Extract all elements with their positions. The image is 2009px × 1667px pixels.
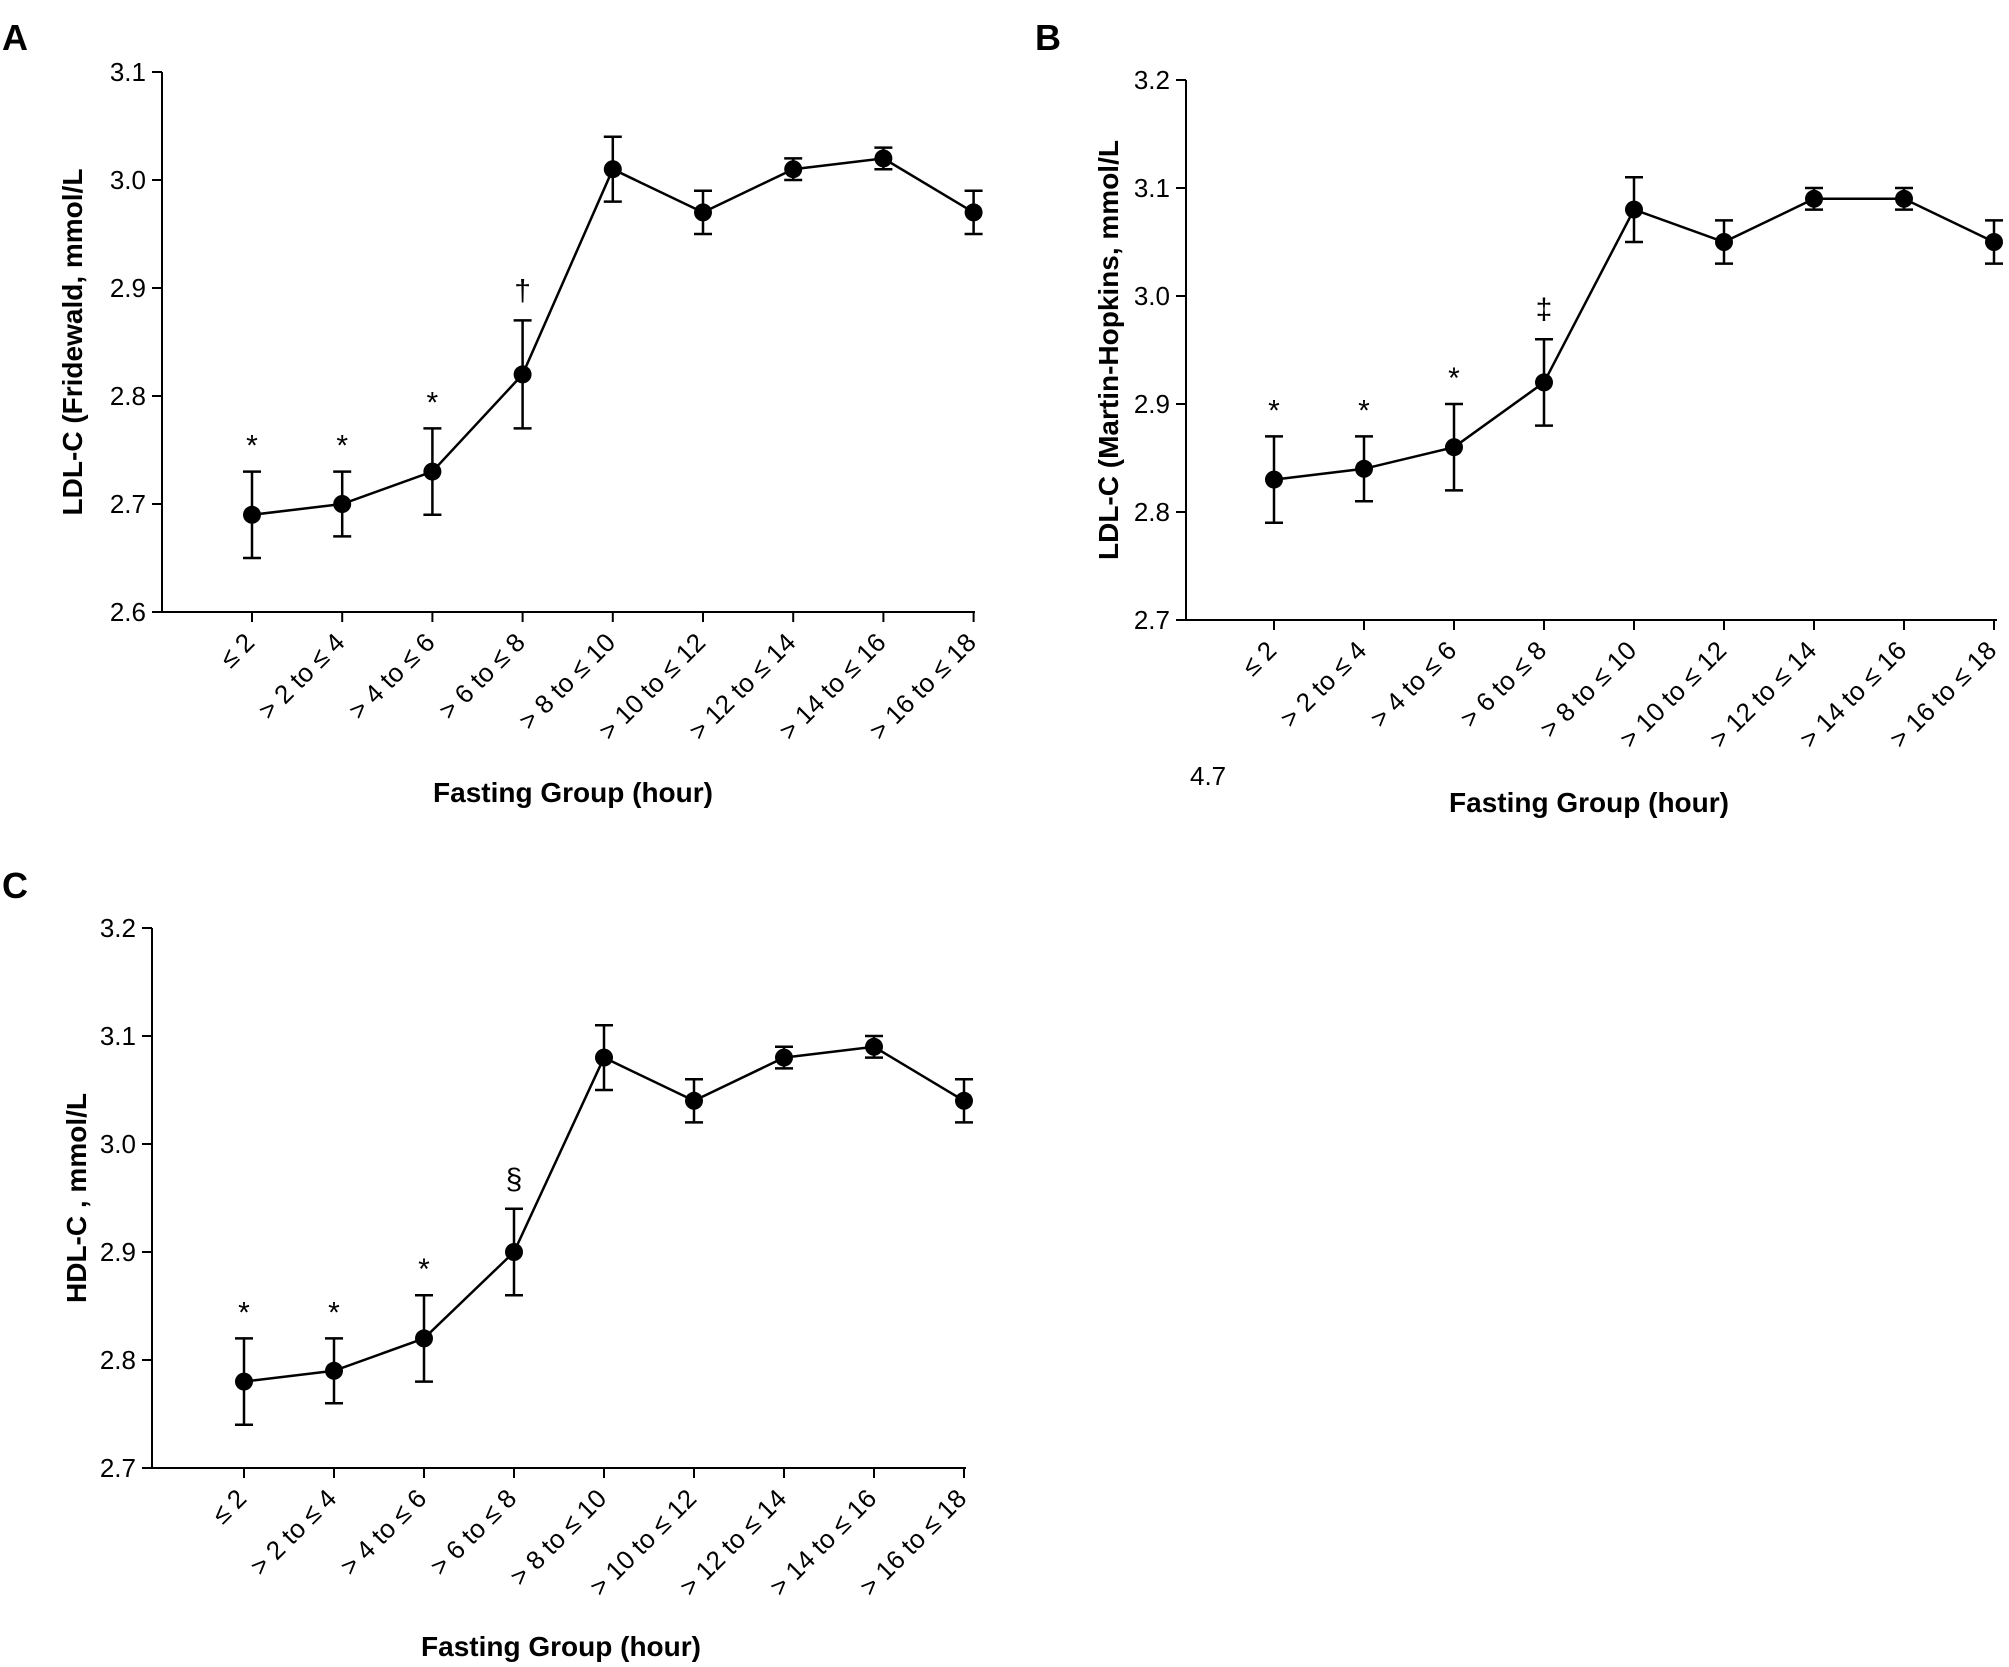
y-axis-title: LDL-C (Martin-Hopkins, mmol/L bbox=[1093, 140, 1124, 560]
y-tick-label: 3.0 bbox=[110, 165, 146, 195]
y-tick-label: 3.2 bbox=[1134, 65, 1170, 95]
x-category-label: ≤ 2 bbox=[1236, 635, 1283, 682]
panel-letter-b: B bbox=[1035, 17, 1061, 58]
significance-marker: † bbox=[514, 274, 531, 307]
significance-marker: § bbox=[506, 1163, 523, 1196]
data-point bbox=[1355, 459, 1373, 478]
data-point bbox=[415, 1329, 433, 1348]
y-tick-label: 2.9 bbox=[1134, 389, 1170, 419]
data-point bbox=[603, 160, 622, 179]
x-category-label: > 2 to ≤ 4 bbox=[244, 1483, 342, 1581]
significance-marker: * bbox=[238, 1296, 250, 1329]
significance-marker: * bbox=[418, 1253, 430, 1286]
y-tick-label: 2.6 bbox=[110, 597, 146, 627]
panel-letter-c: C bbox=[2, 865, 28, 906]
x-category-label: ≤ 2 bbox=[214, 627, 261, 674]
y-tick-label: 3.1 bbox=[100, 1021, 136, 1051]
data-point bbox=[235, 1372, 253, 1391]
panel-a: A 2.6 2.7 2.8 2.9 3.0 3.1 ≤ 2> 2 to ≤ 4> 4 to … bbox=[2, 17, 983, 808]
y-tick-label: 3.1 bbox=[1134, 173, 1170, 203]
data-point bbox=[1715, 233, 1733, 251]
data-point bbox=[1265, 470, 1283, 489]
y-tick-label: 2.7 bbox=[110, 489, 146, 519]
y-tick-label: 2.9 bbox=[100, 1237, 136, 1267]
significance-marker: * bbox=[328, 1296, 340, 1329]
data-point bbox=[1985, 233, 2003, 251]
panel-b: B 4.7 2.7 2.8 2.9 3.0 3.1 3.2 ≤ 2> 2 to ≤ 4> 4… bbox=[1035, 17, 2003, 818]
data-point bbox=[243, 505, 261, 524]
series-line bbox=[243, 1045, 965, 1383]
series-line bbox=[251, 157, 975, 517]
y-tick-label: 2.7 bbox=[1134, 605, 1170, 635]
data-point bbox=[595, 1048, 613, 1067]
panel-c: C 2.7 2.8 2.9 3.0 3.1 3.2 ≤ 2> 2 to ≤ 4> 4 to … bbox=[2, 865, 973, 1662]
data-point bbox=[1805, 189, 1823, 208]
significance-marker: * bbox=[1448, 362, 1460, 395]
data-point bbox=[964, 203, 983, 222]
data-point bbox=[685, 1091, 703, 1110]
y-tick-label: 3.0 bbox=[100, 1129, 136, 1159]
data-point bbox=[423, 462, 442, 481]
significance-marker: * bbox=[1268, 394, 1280, 427]
x-axis-title: Fasting Group (hour) bbox=[421, 1631, 701, 1662]
x-axis-title: Fasting Group (hour) bbox=[1449, 787, 1729, 818]
x-category-label: > 4 to ≤ 6 bbox=[334, 1483, 432, 1581]
significance-marker: * bbox=[246, 430, 258, 463]
data-point bbox=[1895, 189, 1913, 208]
y-tick-label: 2.9 bbox=[110, 273, 146, 303]
data-point bbox=[694, 203, 712, 222]
y-tick-label: 3.0 bbox=[1134, 281, 1170, 311]
extra-label: 4.7 bbox=[1190, 761, 1226, 791]
y-tick-label: 3.2 bbox=[100, 913, 136, 943]
significance-marker: * bbox=[1358, 394, 1370, 427]
data-point bbox=[1445, 438, 1463, 457]
x-category-label: ≤ 2 bbox=[206, 1483, 253, 1530]
x-axis-title: Fasting Group (hour) bbox=[433, 777, 713, 808]
y-tick-label: 2.8 bbox=[1134, 497, 1170, 527]
y-axis-title: LDL-C (Fridewald, mmol/L bbox=[57, 169, 88, 516]
data-point bbox=[874, 149, 893, 168]
significance-marker: * bbox=[427, 386, 439, 419]
x-category-label: > 4 to ≤ 6 bbox=[342, 627, 440, 725]
x-category-label: > 4 to ≤ 6 bbox=[1364, 635, 1462, 733]
x-category-label: > 2 to ≤ 4 bbox=[252, 627, 350, 725]
data-point bbox=[513, 365, 532, 384]
significance-marker: ‡ bbox=[1536, 293, 1553, 326]
significance-marker: * bbox=[336, 430, 348, 463]
data-point bbox=[775, 1048, 793, 1067]
x-category-label: > 2 to ≤ 4 bbox=[1274, 635, 1372, 733]
data-point bbox=[325, 1361, 343, 1380]
panel-letter-a: A bbox=[2, 17, 28, 58]
data-point bbox=[955, 1091, 973, 1110]
data-point bbox=[333, 495, 352, 513]
y-tick-label: 3.1 bbox=[110, 57, 146, 87]
data-point bbox=[865, 1037, 883, 1056]
y-tick-label: 2.7 bbox=[100, 1453, 136, 1483]
data-point bbox=[1535, 373, 1553, 392]
data-point bbox=[505, 1243, 523, 1261]
data-point bbox=[784, 160, 803, 179]
y-tick-label: 2.8 bbox=[110, 381, 146, 411]
data-point bbox=[1625, 200, 1643, 219]
y-tick-label: 2.8 bbox=[100, 1345, 136, 1375]
y-axis-title: HDL-C , mmol/L bbox=[61, 1093, 92, 1303]
